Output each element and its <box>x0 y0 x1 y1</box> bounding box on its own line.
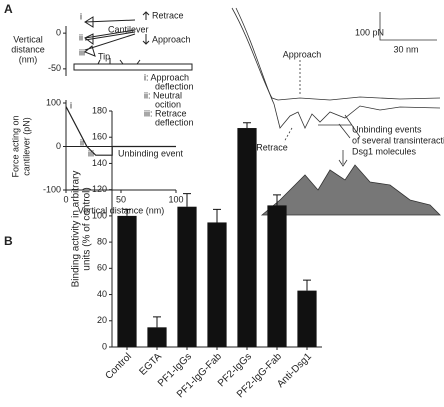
y-tick-label: 20 <box>97 315 107 325</box>
trace-label: of several transinteracting <box>352 135 444 145</box>
x-tick-label: 100 <box>168 194 183 204</box>
x-tick-label: 50 <box>116 194 126 204</box>
trace-label: Retrace <box>256 142 288 152</box>
annotation: i <box>70 100 72 110</box>
bar <box>147 327 167 347</box>
schematic-label: i <box>80 11 82 21</box>
schematic-label: iii <box>79 47 85 57</box>
force-line <box>65 106 176 156</box>
x-axis-label: Vertical distance (nm) <box>78 205 165 215</box>
scale-label: 100 pN <box>355 27 384 37</box>
y-tick-label: 0 <box>56 28 61 38</box>
trace-label: Dsg1 molecules <box>352 146 417 156</box>
annotation: ii <box>80 137 84 147</box>
y-axis-label: Vertical <box>13 34 43 44</box>
y-axis-label: cantilever (pN) <box>21 117 31 176</box>
schematic-label: Tip <box>98 51 110 61</box>
schematic-label: ii <box>79 32 83 42</box>
annotation: Unbinding event <box>118 148 184 158</box>
y-axis-label: distance <box>11 44 45 54</box>
error-bar <box>273 194 281 206</box>
legend-text: i: Approach <box>144 72 189 82</box>
bar <box>297 290 317 347</box>
error-bar <box>183 193 191 207</box>
x-tick-label: 0 <box>63 194 68 204</box>
y-tick-label: 100 <box>46 97 61 107</box>
schematic-label: Cantilever <box>108 24 149 34</box>
legend-text: deflection <box>155 117 194 127</box>
legend-text: ii: Neutral <box>144 90 182 100</box>
legend-text: ocition <box>155 99 181 109</box>
trace-drawing <box>231 7 441 216</box>
bar <box>237 128 257 347</box>
annotation: iii <box>88 148 94 158</box>
bar <box>267 205 287 347</box>
trace-label: Approach <box>283 49 322 59</box>
y-tick-label: 0 <box>56 141 61 151</box>
y-axis-label: (nm) <box>19 54 38 64</box>
schematic-label: Approach <box>152 34 191 44</box>
error-bar <box>153 316 161 328</box>
y-tick-label: -100 <box>43 184 61 194</box>
y-tick-label: 160 <box>92 132 107 142</box>
bar <box>177 206 197 347</box>
legend-text: deflection <box>155 81 194 91</box>
panel-label: A <box>4 2 13 16</box>
schematic-drawing <box>73 11 193 71</box>
error-bar <box>123 208 131 216</box>
y-axis-label: units (% of control) <box>82 187 93 270</box>
panel-label: B <box>4 234 13 248</box>
schematic-label: Retrace <box>152 10 184 20</box>
bar <box>117 215 137 347</box>
trace-label: Unbinding events <box>352 124 422 134</box>
error-bar <box>243 122 251 129</box>
y-tick-label: 80 <box>97 236 107 246</box>
y-tick-label: 180 <box>92 105 107 115</box>
error-bar <box>213 208 221 223</box>
y-axis-label: Binding activity in arbitrary <box>71 171 82 288</box>
y-tick-label: 40 <box>97 289 107 299</box>
y-axis-label: Force acting on <box>10 115 20 177</box>
bar <box>207 222 227 347</box>
scale-label: 30 nm <box>393 44 418 54</box>
y-tick-label: -50 <box>48 63 61 73</box>
y-tick-label: 0 <box>102 341 107 351</box>
y-tick-label: 60 <box>97 263 107 273</box>
y-tick-label: 120 <box>92 184 107 194</box>
error-bar <box>303 279 311 291</box>
y-tick-label: 100 <box>92 210 107 220</box>
x-tick-label: EGTA <box>137 351 164 378</box>
legend-text: iii: Retrace <box>144 108 187 118</box>
y-tick-label: 140 <box>92 158 107 168</box>
x-tick-label: Control <box>103 351 134 382</box>
